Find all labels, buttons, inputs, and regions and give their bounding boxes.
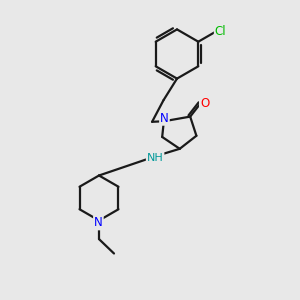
Text: N: N xyxy=(160,112,169,125)
Text: O: O xyxy=(200,97,209,110)
Text: NH: NH xyxy=(147,153,164,163)
Text: N: N xyxy=(94,216,103,230)
Text: Cl: Cl xyxy=(215,26,226,38)
